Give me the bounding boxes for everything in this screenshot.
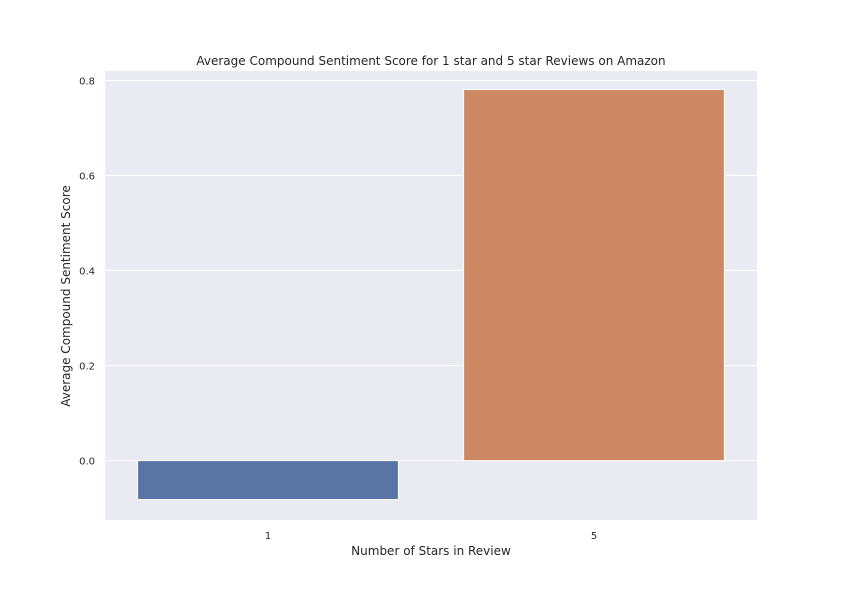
y-tick-label: 0.0 — [79, 457, 95, 468]
bar-5 — [463, 89, 725, 462]
bars — [137, 89, 725, 501]
y-tick-label: 0.2 — [79, 362, 95, 373]
x-tick-label: 5 — [591, 531, 597, 542]
bar-1 — [137, 460, 399, 501]
y-tick-label: 0.6 — [79, 172, 95, 183]
y-tick-label: 0.4 — [79, 267, 95, 278]
x-axis-label: Number of Stars in Review — [351, 544, 511, 558]
y-axis-label: Average Compound Sentiment Score — [59, 185, 73, 407]
chart-title: Average Compound Sentiment Score for 1 s… — [196, 54, 665, 68]
y-tick-labels: 0.0 0.2 0.4 0.6 0.8 — [79, 77, 95, 468]
x-tick-label: 1 — [265, 531, 271, 542]
y-tick-label: 0.8 — [79, 77, 95, 88]
